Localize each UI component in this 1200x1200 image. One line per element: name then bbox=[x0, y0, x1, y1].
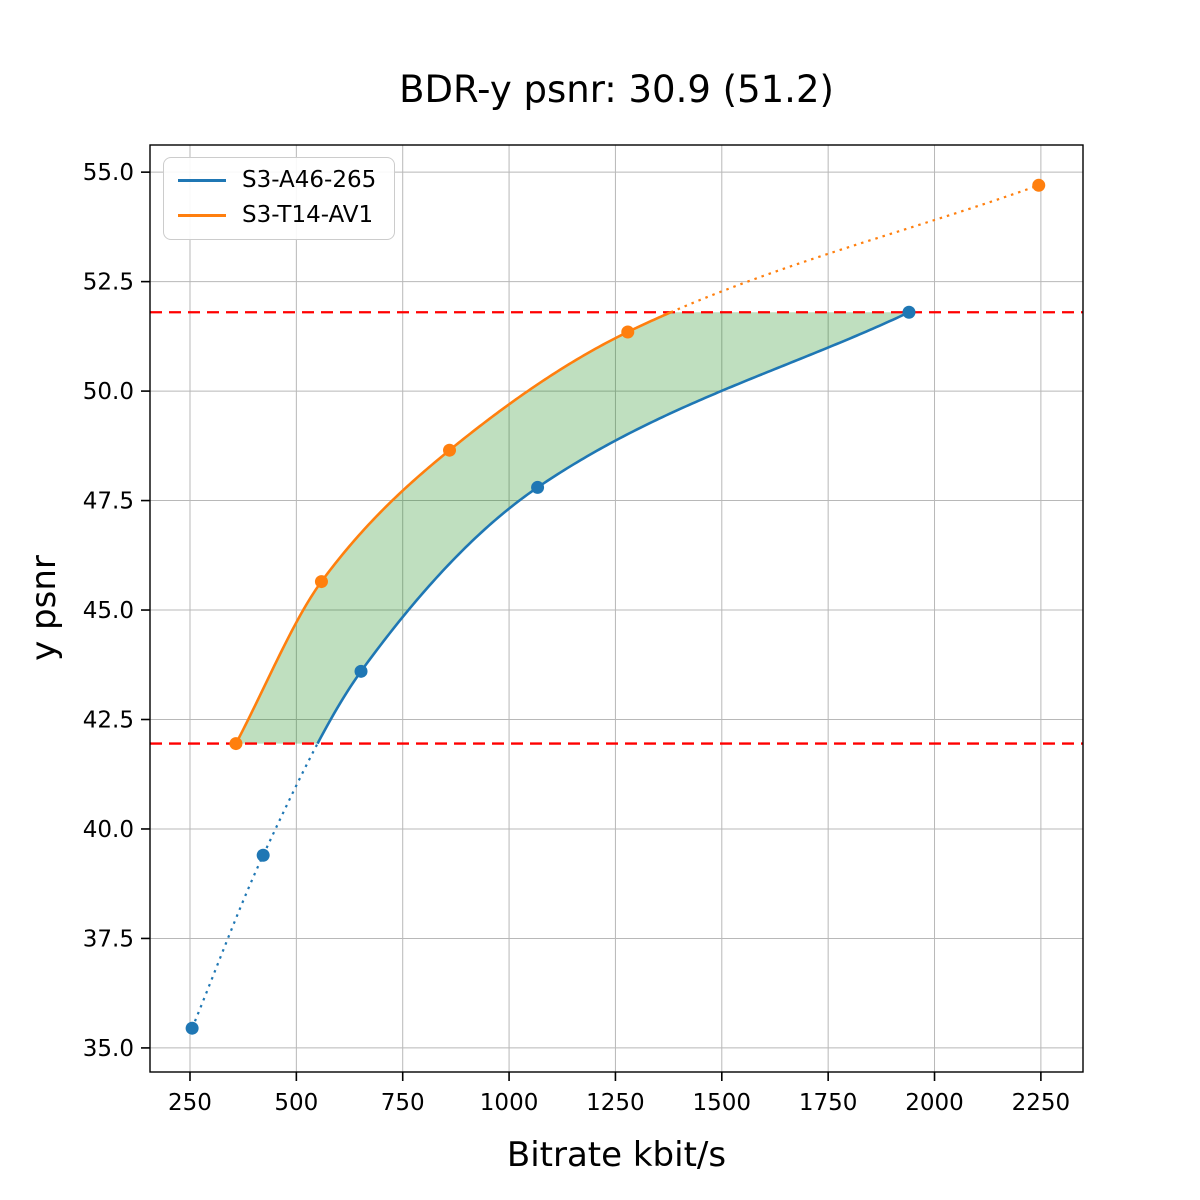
legend[interactable]: S3-A46-265 S3-T14-AV1 bbox=[163, 157, 396, 240]
data-point-blue bbox=[185, 1021, 199, 1035]
x-tick-label: 1000 bbox=[480, 1090, 539, 1116]
y-tick-label: 40.0 bbox=[83, 817, 134, 843]
legend-label: S3-A46-265 bbox=[242, 167, 377, 193]
legend-label: S3-T14-AV1 bbox=[242, 202, 374, 229]
x-tick-label: 2250 bbox=[1012, 1090, 1071, 1116]
legend-line-swatch-orange bbox=[178, 214, 226, 218]
chart-title: BDR-y psnr: 30.9 (51.2) bbox=[399, 68, 834, 111]
legend-item-s3-a46-265: S3-A46-265 bbox=[178, 167, 377, 193]
x-tick-label: 1750 bbox=[799, 1090, 858, 1116]
legend-item-s3-t14-av1: S3-T14-AV1 bbox=[178, 202, 376, 229]
axes-frame bbox=[149, 144, 1084, 1073]
data-point-orange bbox=[443, 443, 457, 457]
data-point-blue bbox=[531, 480, 545, 494]
data-point-orange bbox=[621, 325, 635, 339]
y-tick-label: 37.5 bbox=[83, 926, 134, 952]
y-tick-label: 42.5 bbox=[83, 708, 134, 734]
x-tick-label: 750 bbox=[381, 1090, 425, 1116]
x-axis-label: Bitrate kbit/s bbox=[506, 1135, 727, 1175]
legend-line-swatch-blue bbox=[178, 179, 226, 183]
series-blue-dotted-curve bbox=[191, 743, 319, 1029]
series-orange-dotted-curve bbox=[670, 184, 1040, 314]
y-tick-label: 45.0 bbox=[83, 598, 134, 624]
x-tick-label: 250 bbox=[168, 1090, 212, 1116]
data-point-blue bbox=[354, 664, 368, 678]
y-tick-label: 35.0 bbox=[83, 1036, 134, 1062]
x-tick-label: 1250 bbox=[586, 1090, 645, 1116]
y-tick-label: 50.0 bbox=[83, 379, 134, 405]
series-blue-curve bbox=[316, 311, 910, 745]
y-tick-label: 52.5 bbox=[83, 270, 134, 296]
y-tick-label: 55.0 bbox=[83, 160, 134, 186]
x-tick-label: 1500 bbox=[693, 1090, 752, 1116]
data-point-orange bbox=[1032, 178, 1046, 192]
x-tick-label: 2000 bbox=[905, 1090, 964, 1116]
y-tick-label: 47.5 bbox=[83, 489, 134, 515]
bd-rate-shaded-region bbox=[235, 312, 909, 744]
data-point-orange bbox=[229, 737, 243, 751]
data-point-blue bbox=[256, 848, 270, 862]
x-tick-label: 500 bbox=[274, 1090, 318, 1116]
data-point-orange bbox=[314, 575, 328, 589]
data-point-blue bbox=[902, 305, 916, 319]
